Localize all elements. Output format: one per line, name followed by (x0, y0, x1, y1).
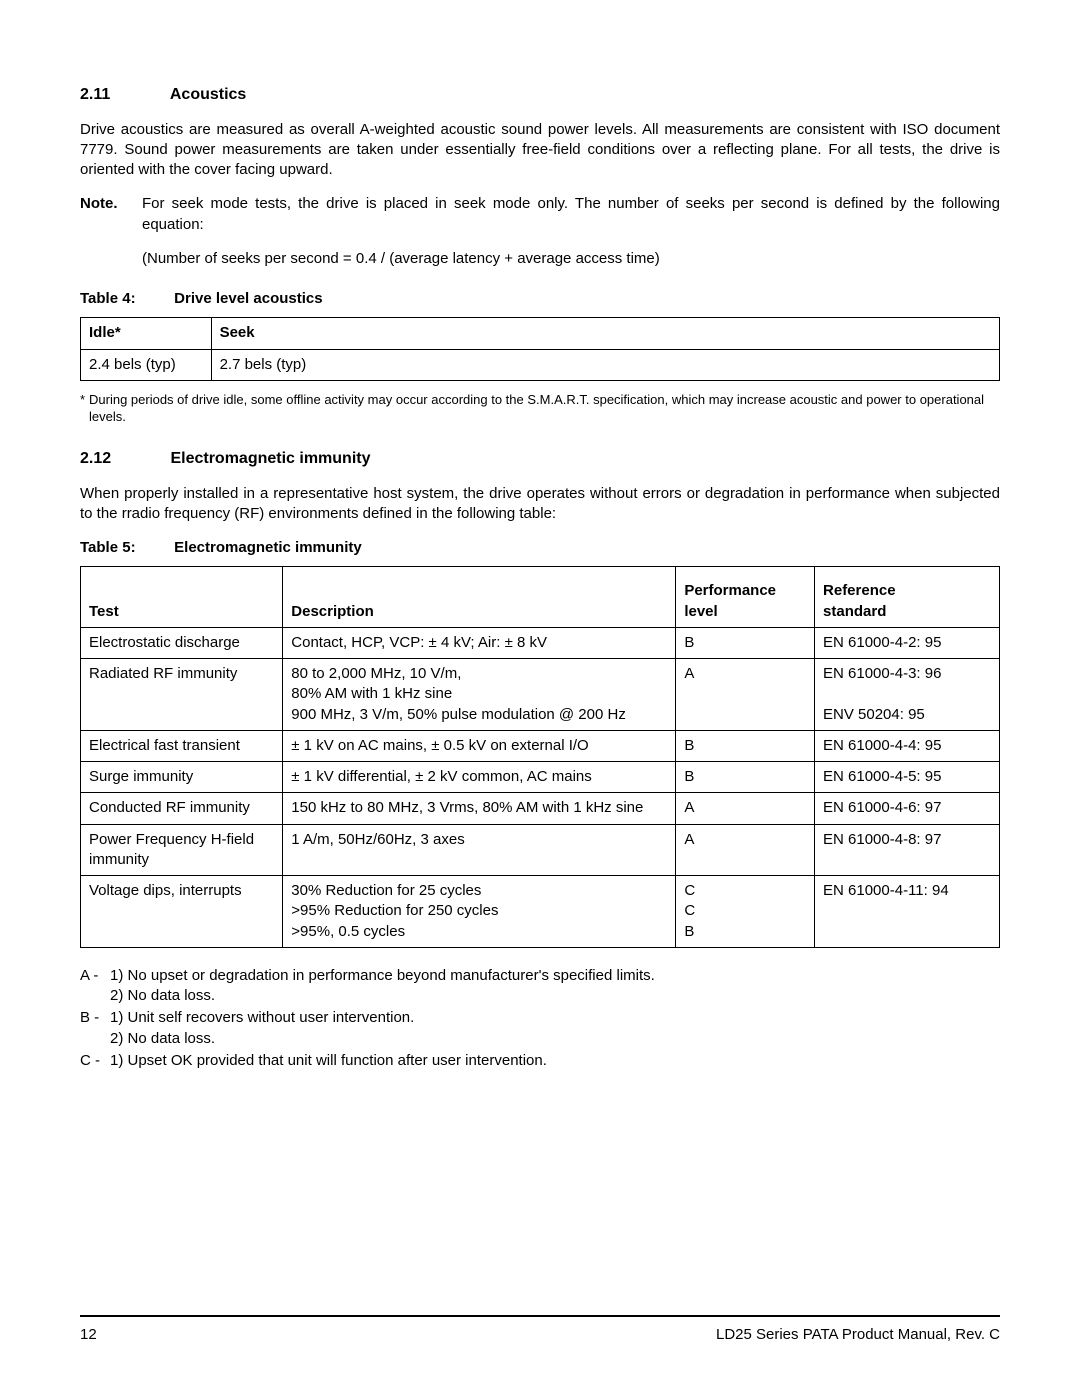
section-title: Electromagnetic immunity (170, 450, 370, 467)
emi-paragraph: When properly installed in a representat… (80, 484, 1000, 525)
table-cell: Electrostatic discharge (81, 627, 283, 658)
table-cell: Surge immunity (81, 762, 283, 793)
table-row: Electrical fast transient± 1 kV on AC ma… (81, 730, 1000, 761)
table-cell: EN 61000-4-11: 94 (815, 876, 1000, 948)
t5-h-ref: Reference standard (815, 567, 1000, 628)
table-cell: 30% Reduction for 25 cycles >95% Reducti… (283, 876, 676, 948)
table-row: Power Frequency H-field immunity1 A/m, 5… (81, 824, 1000, 876)
footnote-body: During periods of drive idle, some offli… (89, 391, 1000, 426)
section-title: Acoustics (170, 86, 246, 103)
table-cell: ± 1 kV differential, ± 2 kV common, AC m… (283, 762, 676, 793)
table-cell: Voltage dips, interrupts (81, 876, 283, 948)
table-cell: Power Frequency H-field immunity (81, 824, 283, 876)
table-row: Voltage dips, interrupts30% Reduction fo… (81, 876, 1000, 948)
note-label: Note. (80, 194, 142, 235)
footnote-mark: * (80, 391, 89, 426)
table-caption-num: Table 4: (80, 289, 170, 309)
document-title: LD25 Series PATA Product Manual, Rev. C (716, 1325, 1000, 1345)
table-5: Test Description Performance level Refer… (80, 566, 1000, 948)
table-cell: EN 61000-4-6: 97 (815, 793, 1000, 824)
table-cell: A (676, 793, 815, 824)
legend-label: B - (80, 1008, 110, 1049)
table-cell: A (676, 824, 815, 876)
table-cell: EN 61000-4-3: 96 ENV 50204: 95 (815, 659, 1000, 731)
page-content: 2.11 Acoustics Drive acoustics are measu… (0, 0, 1080, 1071)
table-4: Idle* Seek 2.4 bels (typ) 2.7 bels (typ) (80, 317, 1000, 381)
t5-h-test: Test (81, 567, 283, 628)
legend-row: C - 1) Upset OK provided that unit will … (80, 1051, 1000, 1071)
table-cell: B (676, 762, 815, 793)
legend-body: 1) No upset or degradation in performanc… (110, 966, 1000, 1007)
t4-header-idle: Idle* (81, 318, 212, 349)
table-4-caption: Table 4: Drive level acoustics (80, 289, 1000, 309)
section-number: 2.11 (80, 84, 166, 106)
table-cell: Electrical fast transient (81, 730, 283, 761)
table-cell: B (676, 730, 815, 761)
table-caption-num: Table 5: (80, 538, 170, 558)
t4-header-seek: Seek (211, 318, 999, 349)
table-cell: EN 61000-4-5: 95 (815, 762, 1000, 793)
table-cell: Conducted RF immunity (81, 793, 283, 824)
table-row: Surge immunity± 1 kV differential, ± 2 k… (81, 762, 1000, 793)
table-cell: Contact, HCP, VCP: ± 4 kV; Air: ± 8 kV (283, 627, 676, 658)
legend-row: B - 1) Unit self recovers without user i… (80, 1008, 1000, 1049)
t5-h-perf: Performance level (676, 567, 815, 628)
table-cell: 1 A/m, 50Hz/60Hz, 3 axes (283, 824, 676, 876)
page-footer: 12 LD25 Series PATA Product Manual, Rev.… (80, 1315, 1000, 1345)
table-cell: EN 61000-4-8: 97 (815, 824, 1000, 876)
t4-cell-idle: 2.4 bels (typ) (81, 349, 212, 380)
table-row: Radiated RF immunity80 to 2,000 MHz, 10 … (81, 659, 1000, 731)
t5-h-desc: Description (283, 567, 676, 628)
section-2-12-heading: 2.12 Electromagnetic immunity (80, 448, 1000, 470)
table-5-caption: Table 5: Electromagnetic immunity (80, 538, 1000, 558)
legend-body: 1) Unit self recovers without user inter… (110, 1008, 1000, 1049)
section-number: 2.12 (80, 448, 166, 470)
table-cell: EN 61000-4-2: 95 (815, 627, 1000, 658)
table-cell: 150 kHz to 80 MHz, 3 Vrms, 80% AM with 1… (283, 793, 676, 824)
legend-label: A - (80, 966, 110, 1007)
table-row: Electrostatic dischargeContact, HCP, VCP… (81, 627, 1000, 658)
t4-cell-seek: 2.7 bels (typ) (211, 349, 999, 380)
t5-header-row: Test Description Performance level Refer… (81, 567, 1000, 628)
table-cell: ± 1 kV on AC mains, ± 0.5 kV on external… (283, 730, 676, 761)
note-body: For seek mode tests, the drive is placed… (142, 194, 1000, 235)
table-cell: 80 to 2,000 MHz, 10 V/m, 80% AM with 1 k… (283, 659, 676, 731)
section-2-11-heading: 2.11 Acoustics (80, 84, 1000, 106)
table-cell: B (676, 627, 815, 658)
page-number: 12 (80, 1325, 97, 1345)
table-caption-title: Electromagnetic immunity (174, 539, 362, 556)
note-equation: (Number of seeks per second = 0.4 / (ave… (142, 249, 1000, 269)
table-4-footnote: * During periods of drive idle, some off… (80, 391, 1000, 426)
table-row: Conducted RF immunity150 kHz to 80 MHz, … (81, 793, 1000, 824)
legend-body: 1) Upset OK provided that unit will func… (110, 1051, 1000, 1071)
table-cell: A (676, 659, 815, 731)
acoustics-paragraph: Drive acoustics are measured as overall … (80, 120, 1000, 181)
performance-level-legend: A - 1) No upset or degradation in perfor… (80, 966, 1000, 1071)
table-cell: Radiated RF immunity (81, 659, 283, 731)
table-caption-title: Drive level acoustics (174, 290, 322, 307)
legend-label: C - (80, 1051, 110, 1071)
note-block: Note. For seek mode tests, the drive is … (80, 194, 1000, 235)
table-cell: EN 61000-4-4: 95 (815, 730, 1000, 761)
table-cell: C C B (676, 876, 815, 948)
legend-row: A - 1) No upset or degradation in perfor… (80, 966, 1000, 1007)
